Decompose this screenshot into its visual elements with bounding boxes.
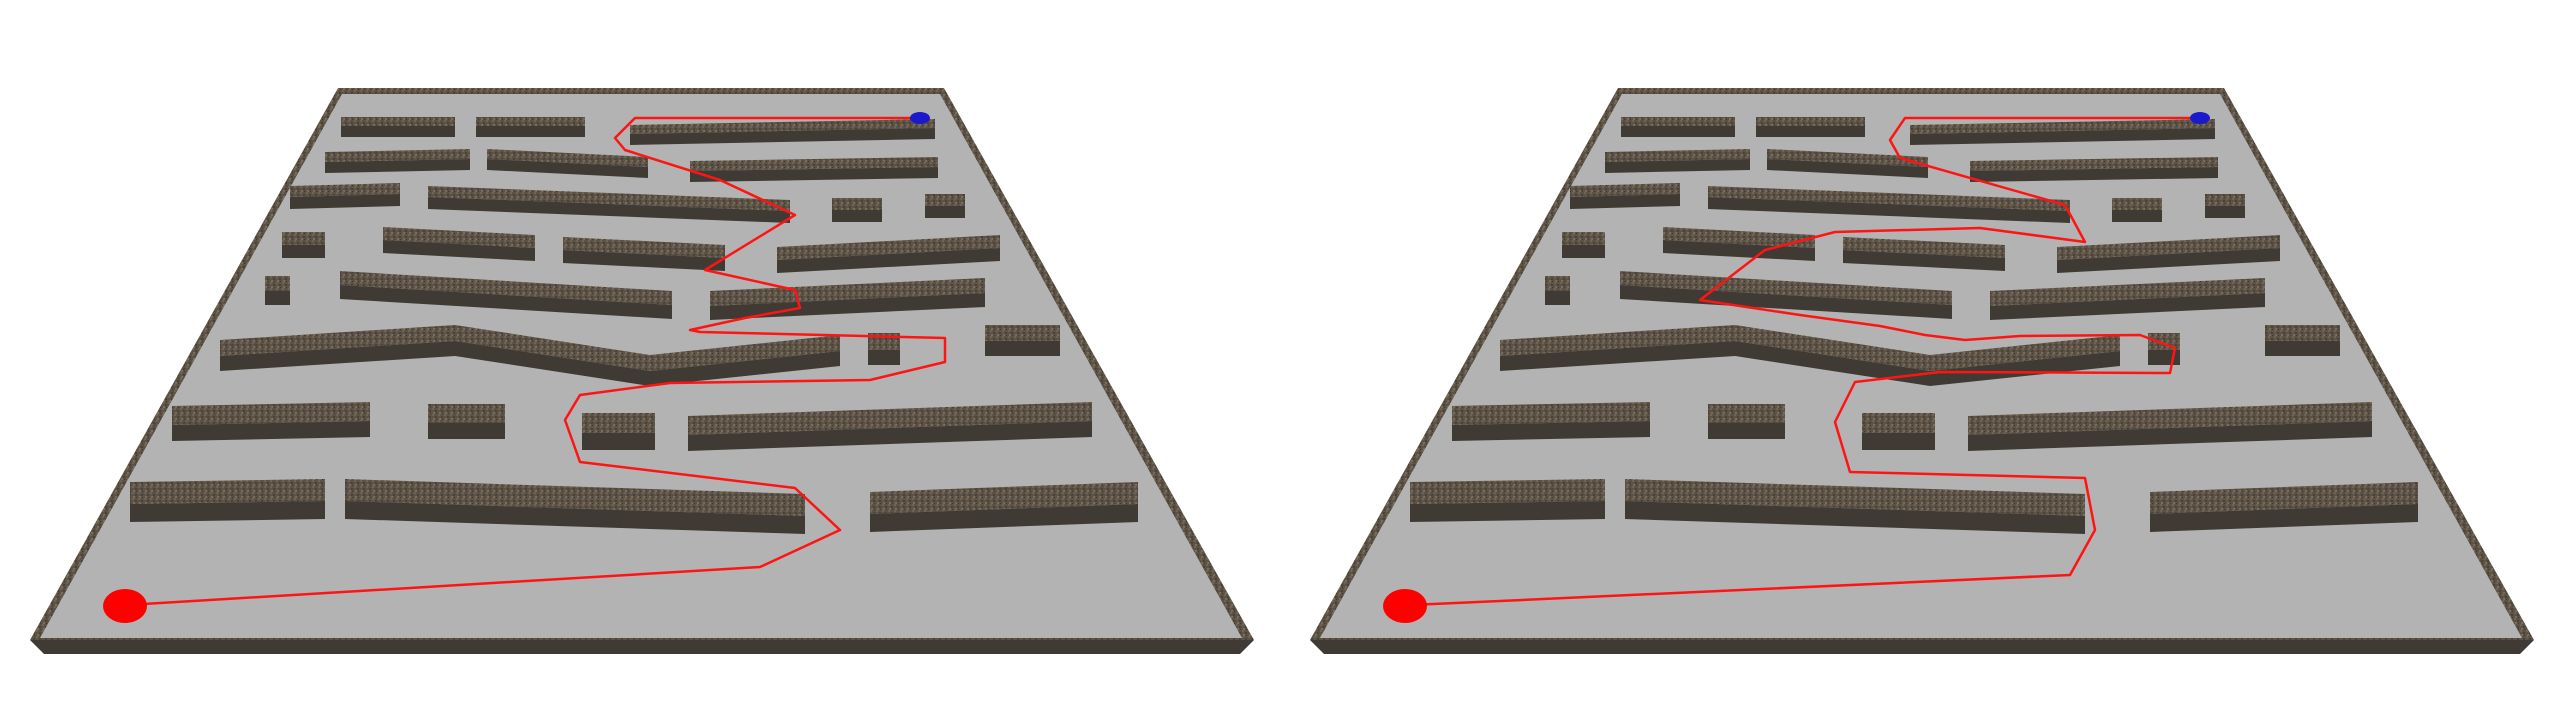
- maze-wall: [870, 482, 1138, 532]
- right-maze-view: [1310, 88, 2534, 654]
- maze-wall: [2057, 235, 2280, 273]
- maze-wall: [1620, 271, 1952, 319]
- start-marker: [1383, 589, 1427, 623]
- goal-marker: [2190, 112, 2210, 124]
- maze-wall: [428, 186, 790, 223]
- maze-wall: [340, 271, 672, 319]
- maze-wall: [1562, 232, 1605, 258]
- maze-wall: [1708, 186, 2070, 223]
- maze-wall: [1545, 276, 1570, 305]
- maze-border-front: [30, 640, 1254, 654]
- maze-wall: [383, 227, 535, 261]
- maze-wall: [428, 404, 505, 439]
- maze-wall: [1570, 183, 1680, 209]
- maze-wall: [282, 232, 325, 258]
- maze-wall: [630, 119, 935, 145]
- maze-wall: [172, 402, 370, 441]
- maze-wall: [690, 157, 938, 182]
- maze-wall: [290, 183, 400, 209]
- maze-wall: [1625, 479, 2085, 534]
- maze-wall: [487, 149, 648, 178]
- maze-wall: [1452, 402, 1650, 441]
- maze-wall: [1605, 149, 1750, 173]
- start-marker: [103, 589, 147, 623]
- maze-wall: [265, 276, 290, 305]
- maze-wall: [563, 237, 725, 271]
- maze-wall: [1500, 325, 2120, 386]
- maze-wall: [341, 117, 455, 137]
- maze-wall: [710, 278, 985, 320]
- goal-marker: [910, 112, 930, 124]
- maze-wall: [2112, 198, 2162, 222]
- maze-wall: [1756, 117, 1865, 137]
- maze-wall: [476, 117, 585, 137]
- maze-wall: [688, 402, 1092, 451]
- solution-path-2: [1389, 116, 2195, 608]
- maze-wall: [1621, 117, 1735, 137]
- maze-wall: [1663, 227, 1815, 261]
- maze-border-front: [1310, 640, 2534, 654]
- left-maze-view: [30, 88, 1254, 654]
- maze-wall: [345, 479, 805, 534]
- maze-wall: [130, 479, 325, 522]
- maze-wall: [1968, 402, 2372, 451]
- maze-wall: [1990, 278, 2265, 320]
- maze-wall: [2205, 194, 2245, 218]
- maze-wall: [1708, 404, 1785, 439]
- maze-wall: [1970, 157, 2218, 182]
- maze-wall: [325, 149, 470, 173]
- maze-wall: [2265, 325, 2340, 356]
- maze-wall: [2150, 482, 2418, 532]
- maze-wall: [777, 235, 1000, 273]
- maze-wall: [1767, 149, 1928, 178]
- maze-wall: [925, 194, 965, 218]
- maze-wall: [1843, 237, 2005, 271]
- maze-wall: [582, 413, 655, 450]
- maze-wall: [985, 325, 1060, 356]
- maze-wall: [832, 198, 882, 222]
- solution-path-1: [109, 116, 947, 608]
- maze-wall: [1410, 479, 1605, 522]
- maze-wall: [1862, 413, 1935, 450]
- maze-wall: [1910, 119, 2215, 145]
- maze-wall: [220, 325, 840, 386]
